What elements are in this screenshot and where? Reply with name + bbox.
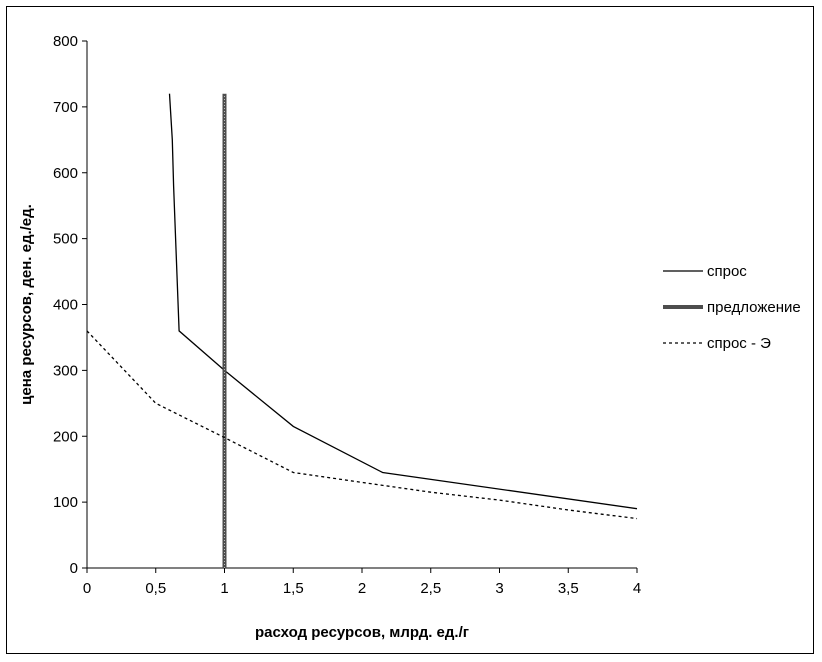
x-tick-label: 0 [83, 580, 91, 597]
y-tick-label: 0 [70, 560, 78, 577]
x-tick-label: 3 [495, 580, 503, 597]
x-tick-label: 0,5 [145, 580, 166, 597]
y-tick-label: 600 [53, 165, 78, 182]
legend-label-2: предложение [707, 299, 801, 316]
series-line-3 [86, 330, 638, 520]
x-tick-label: 2 [358, 580, 366, 597]
legend-label-3: спрос - Э [707, 335, 771, 352]
series-layer [86, 93, 638, 568]
y-tick-label: 100 [53, 494, 78, 511]
x-tick-label: 1,5 [283, 580, 304, 597]
y-tick-label: 300 [53, 362, 78, 379]
legend: спрос предложение спрос - Э [663, 263, 801, 352]
y-tick-label: 200 [53, 428, 78, 445]
x-tick-label: 3,5 [558, 580, 579, 597]
x-axis-title: расход ресурсов, млрд. ед./г [255, 624, 469, 641]
y-tick-label: 700 [53, 99, 78, 116]
chart-frame: 0 100 200 300 400 500 600 700 800 0 0,5 1 1,5 2 2,5 3 3,… [6, 6, 814, 654]
y-tick-label: 800 [53, 33, 78, 50]
x-tick-label: 1 [220, 580, 228, 597]
ticks: 0 100 200 300 400 500 600 700 800 0 0,5 1 1,5 2 2,5 3 3,… [53, 33, 641, 597]
y-axis-title: цена ресурсов, ден. ед./ед. [18, 204, 35, 405]
axes [86, 41, 637, 569]
y-tick-label: 400 [53, 297, 78, 314]
series-line-1 [168, 93, 638, 510]
x-tick-label: 4 [633, 580, 641, 597]
legend-label-1: спрос [707, 263, 747, 280]
x-tick-label: 2,5 [420, 580, 441, 597]
y-tick-label: 500 [53, 231, 78, 248]
chart-svg: 0 100 200 300 400 500 600 700 800 0 0,5 1 1,5 2 2,5 3 3,… [18, 33, 801, 641]
